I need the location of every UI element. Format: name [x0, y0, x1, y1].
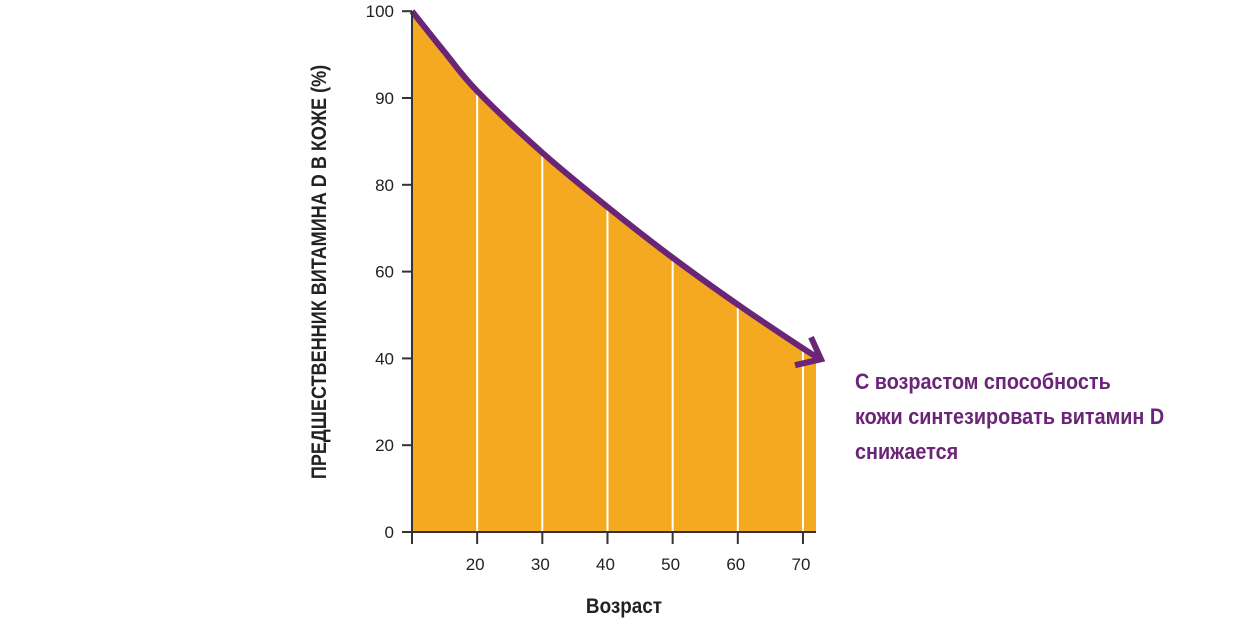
annotation-line: снижается	[855, 439, 959, 464]
x-tick-label: 60	[726, 555, 745, 574]
y-tick-label: 20	[375, 436, 394, 455]
x-tick-label: 20	[466, 555, 485, 574]
x-tick-label: 70	[792, 555, 811, 574]
annotation: С возрастом способность кожи синтезирова…	[855, 364, 1164, 469]
y-tick-label: 90	[375, 89, 394, 108]
annotation-line: С возрастом способность	[855, 369, 1111, 394]
x-axis-label: Возраст	[586, 595, 662, 618]
x-tick-label: 30	[531, 555, 550, 574]
y-tick-label: 60	[375, 263, 394, 282]
y-tick-label: 40	[375, 349, 394, 368]
y-tick-label: 0	[385, 523, 394, 542]
y-tick-label: 100	[366, 2, 394, 21]
y-axis-label: ПРЕДШЕСТВЕННИК ВИТАМИНА D В КОЖЕ (%)	[308, 65, 332, 479]
x-tick-label: 50	[661, 555, 680, 574]
annotation-line: кожи синтезировать витамин D	[855, 404, 1165, 429]
y-tick-label: 80	[375, 176, 394, 195]
area-fill	[412, 11, 816, 532]
x-tick-label: 40	[596, 555, 615, 574]
axes: 0 20 40 60 80 90 100 20 30 40 50 60 70	[366, 2, 816, 574]
trend-line	[409, 9, 822, 362]
arrow-head	[794, 335, 826, 369]
gridlines	[476, 94, 804, 532]
